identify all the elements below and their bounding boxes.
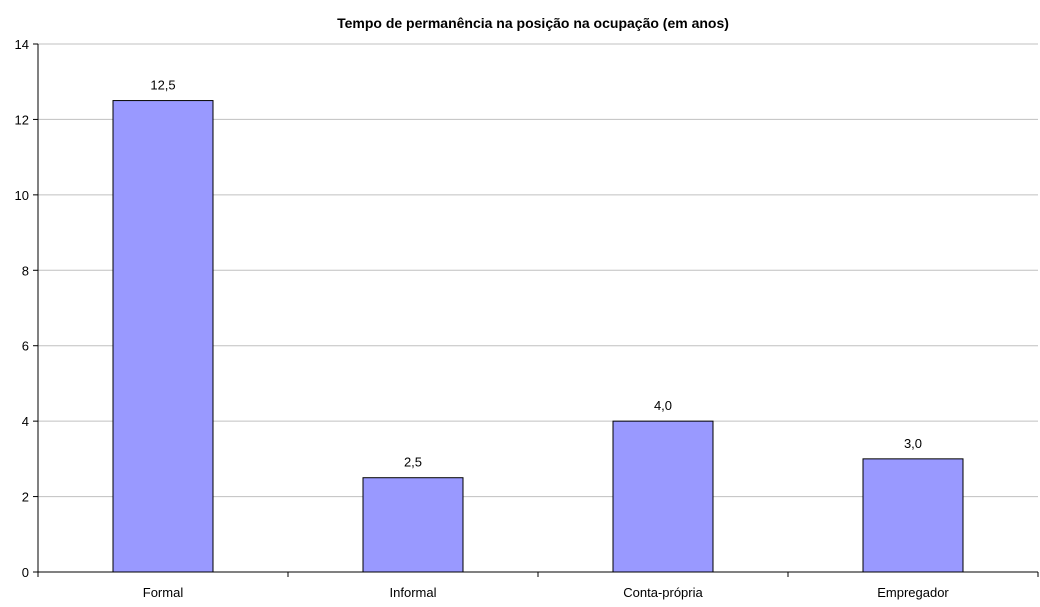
data-label: 2,5 [404,455,422,470]
bar-informal [362,477,464,573]
data-label: 4,0 [654,398,672,413]
data-label: 12,5 [150,78,175,93]
x-category-label: Conta-própria [623,585,703,600]
labels: 0 2 4 6 8 10 12 14 12,5 Formal 2,5 Informal 4,0 Conta… [15,37,950,600]
y-tick-label: 14 [15,37,29,52]
x-category-label: Informal [390,585,437,600]
y-tick-label: 0 [22,565,29,580]
bar-conta-pr-pria [612,420,714,573]
bars [112,100,964,573]
x-category-label: Formal [143,585,184,600]
y-tick-label: 12 [15,112,29,127]
axes [33,43,1039,577]
y-tick-label: 6 [22,339,29,354]
y-tick-label: 10 [15,188,29,203]
y-tick-label: 4 [22,414,29,429]
y-tick-label: 8 [22,263,29,278]
data-label: 3,0 [904,436,922,451]
x-category-label: Empregador [877,585,949,600]
chart-title: Tempo de permanência na posição na ocupa… [337,15,729,31]
bar-formal [112,100,214,573]
y-tick-label: 2 [22,490,29,505]
bar-empregador [862,458,964,573]
